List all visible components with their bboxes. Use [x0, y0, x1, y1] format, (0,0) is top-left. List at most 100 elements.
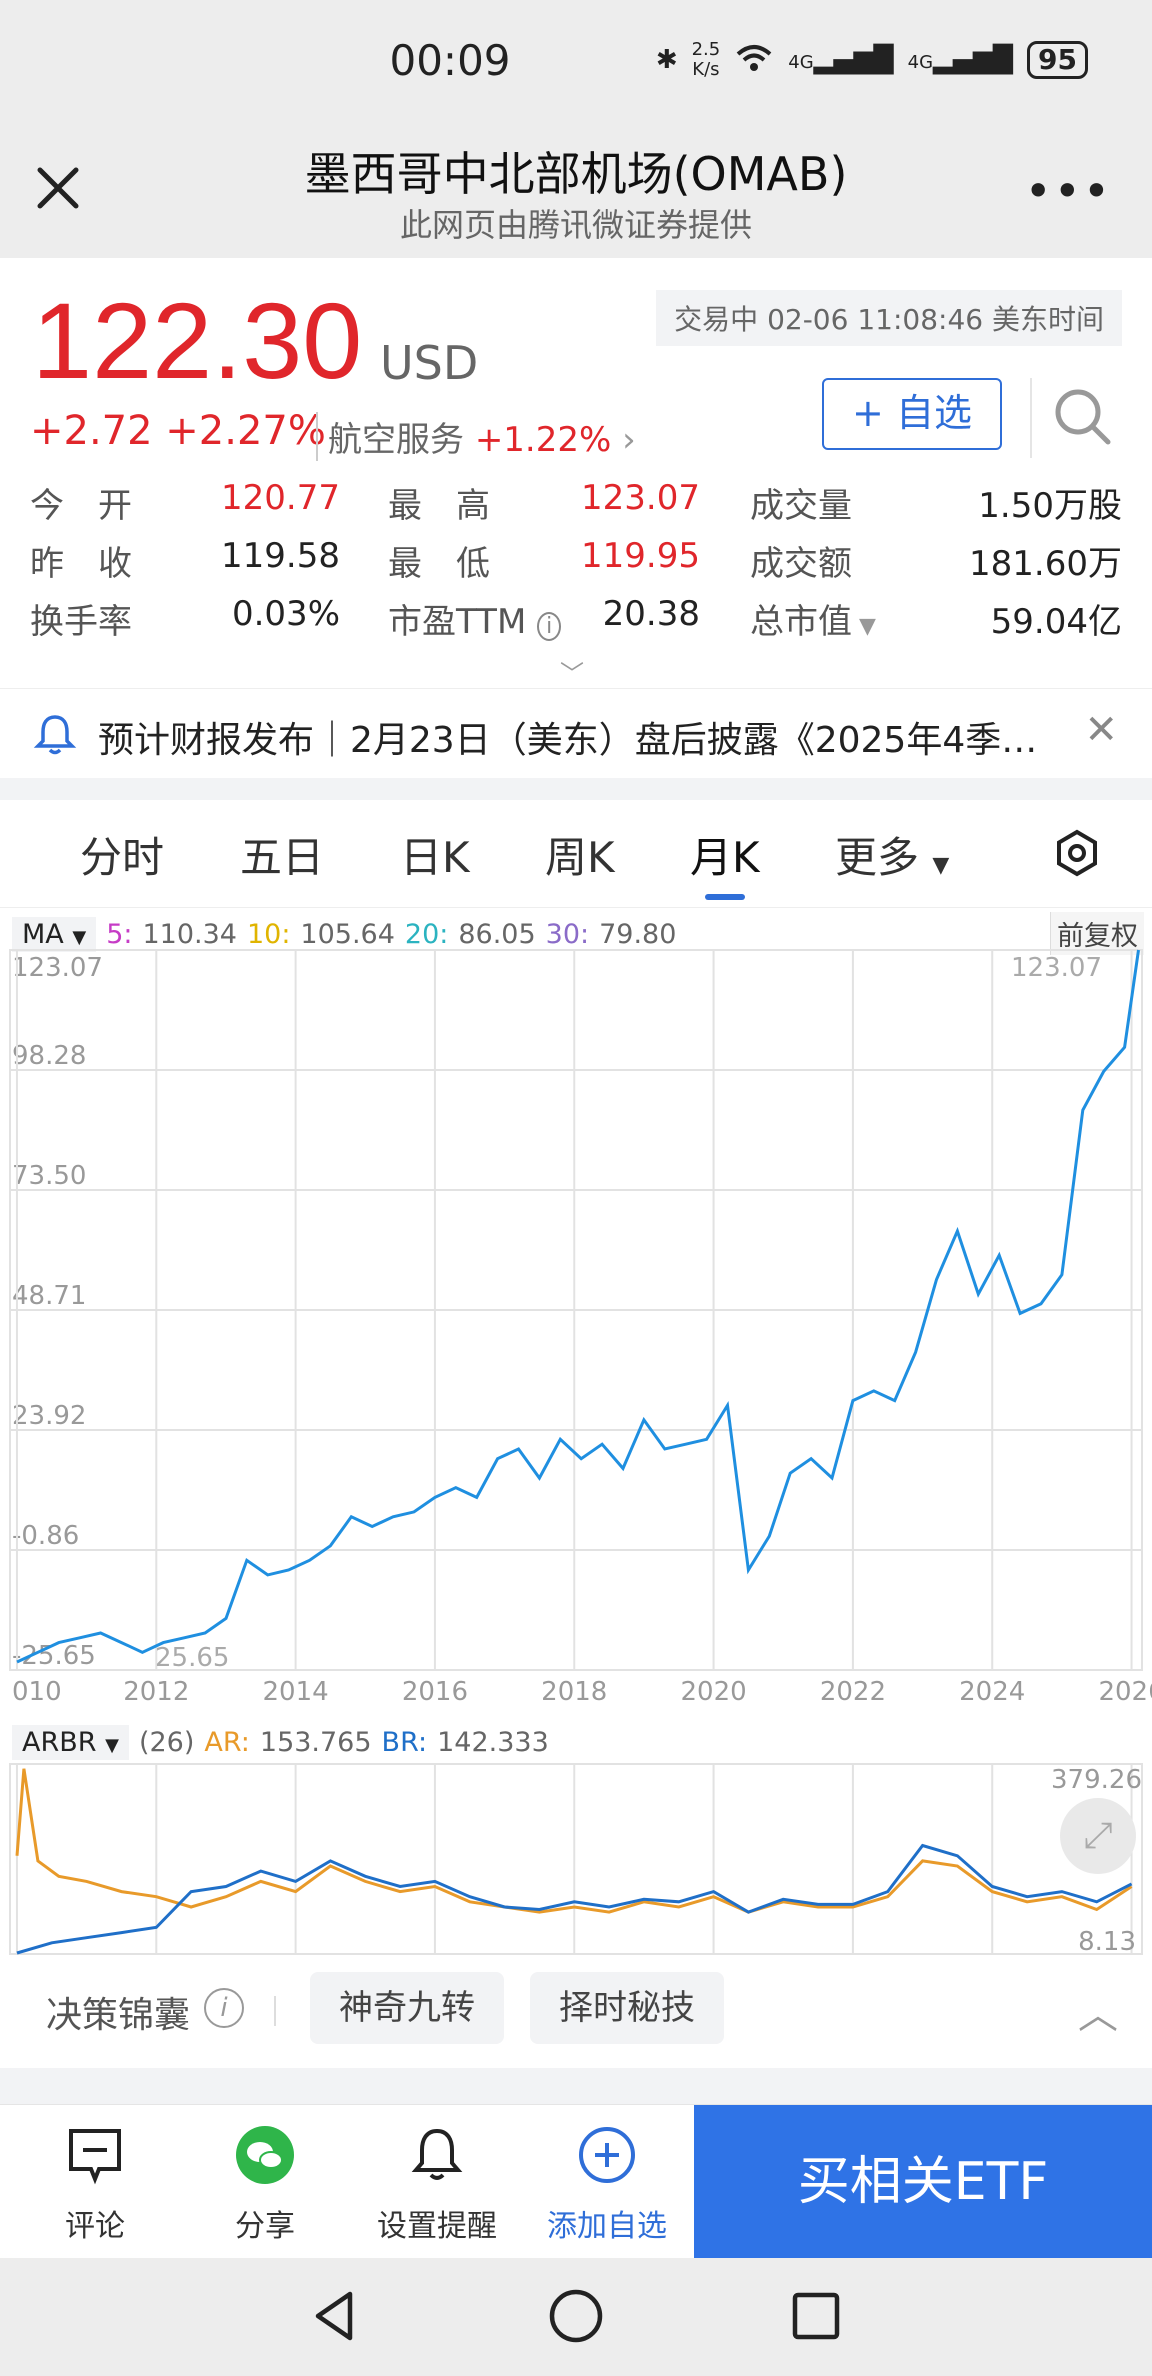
- caret-down-icon: ▼: [932, 853, 950, 878]
- br-value: 142.333: [437, 1726, 549, 1758]
- stat-label[interactable]: 总市值 ▼: [750, 594, 876, 643]
- ma-select-label: MA: [22, 918, 64, 950]
- more-options-icon[interactable]: •••: [1024, 164, 1112, 218]
- settings-icon[interactable]: [1052, 828, 1102, 878]
- earnings-notice[interactable]: 预计财报发布｜2月23日（美东）盘后披露《2025年4季… ✕: [0, 688, 1152, 778]
- y-tick-label: 8.13: [1078, 1927, 1136, 1957]
- arbr-chart: 379.26 8.13: [9, 1763, 1143, 1957]
- tab-intraday[interactable]: 分时: [80, 833, 165, 882]
- stat-label: 最 高: [388, 486, 490, 526]
- info-icon[interactable]: i: [537, 612, 562, 641]
- ar-value: 153.765: [259, 1726, 372, 1758]
- ar-key: AR:: [204, 1726, 250, 1758]
- indicator-select[interactable]: ARBR ▼: [12, 1724, 129, 1760]
- x-tick-label: 2012: [123, 1677, 189, 1707]
- comment-label: 评论: [65, 2209, 125, 2244]
- sector-name: 航空服务: [328, 420, 464, 460]
- x-tick-label: 2026: [1098, 1677, 1152, 1707]
- comment-icon: [69, 2129, 121, 2185]
- stat-value: 181.60万: [969, 544, 1122, 584]
- status-time: 00:09: [389, 36, 511, 85]
- home-icon[interactable]: [546, 2286, 606, 2346]
- stat-value: 20.38: [602, 594, 700, 634]
- search-icon: [1055, 389, 1111, 445]
- close-icon[interactable]: ✕: [1084, 707, 1118, 753]
- stats-grid: 今 开 120.77 最 高 123.07 成交量 1.50万股 昨 收 119…: [30, 478, 1122, 652]
- net-speed-value: 2.5: [691, 39, 721, 60]
- stat-label: 市盈TTM i: [388, 594, 562, 643]
- add-watchlist-button[interactable]: + 自选: [822, 378, 1002, 450]
- share-button[interactable]: 分享: [180, 2125, 350, 2245]
- ma10-value: 105.64: [300, 918, 395, 950]
- y-tick-label: 98.28: [12, 1041, 86, 1071]
- y-tick-label: 73.50: [12, 1161, 86, 1191]
- current-price: 122.30: [32, 280, 363, 401]
- stat-label: 成交额: [750, 544, 852, 584]
- period-tabs: 分时 五日 日K 周K 月K 更多 ▼: [0, 800, 1152, 908]
- chip-timing-tips[interactable]: 择时秘技: [530, 1972, 724, 2044]
- stat-value: 119.95: [581, 536, 700, 576]
- price-chart: 123.0798.2873.5048.7123.92-0.86-25.65010…: [9, 949, 1152, 1707]
- ma30-value: 79.80: [599, 918, 677, 950]
- x-tick-label: 2024: [959, 1677, 1025, 1707]
- system-nav-bar: [0, 2258, 1152, 2376]
- wifi-icon: [734, 42, 774, 79]
- ma20-value: 86.05: [458, 918, 536, 950]
- add-watchlist-toolbar-button[interactable]: 添加自选: [522, 2125, 692, 2245]
- sector-change: +1.22%: [474, 420, 612, 460]
- back-icon[interactable]: [306, 2286, 366, 2346]
- bell-icon: [411, 2128, 463, 2180]
- net-speed: 2.5 K/s: [692, 40, 721, 80]
- caret-down-icon: ▼: [105, 1734, 119, 1756]
- stat-label: 昨 收: [30, 544, 132, 584]
- ma-select[interactable]: MA ▼: [12, 916, 97, 952]
- close-button[interactable]: [30, 160, 86, 216]
- max-price-label: 123.07: [1011, 953, 1102, 983]
- sector-link[interactable]: 航空服务 +1.22% ›: [316, 412, 636, 461]
- stat-value: 59.04亿: [990, 602, 1122, 642]
- ma20-key: 20:: [404, 918, 449, 950]
- caret-down-icon: ▼: [72, 926, 87, 948]
- currency: USD: [380, 336, 479, 390]
- set-alert-button[interactable]: 设置提醒: [352, 2125, 522, 2245]
- alert-label: 设置提醒: [377, 2209, 497, 2244]
- tab-five-day[interactable]: 五日: [240, 833, 325, 882]
- divider: [0, 778, 1152, 800]
- chart-area[interactable]: MA ▼ 5: 110.34 10: 105.64 20: 86.05 30: 79.8…: [0, 908, 1152, 1958]
- wechat-icon: [236, 2126, 294, 2184]
- title-bar: 墨西哥中北部机场(OMAB) 此网页由腾讯微证券提供 •••: [0, 130, 1152, 258]
- chip-nine-turns[interactable]: 神奇九转: [310, 1972, 504, 2044]
- tab-monthly[interactable]: 月K: [690, 833, 760, 882]
- chevron-up-icon[interactable]: ︿: [1078, 1992, 1118, 2038]
- tab-weekly[interactable]: 周K: [545, 833, 615, 882]
- ma5-value: 110.34: [142, 918, 237, 950]
- bluetooth-icon: ✱: [655, 45, 678, 75]
- pe-label: 市盈TTM: [388, 602, 527, 642]
- page-subtitle: 此网页由腾讯微证券提供: [399, 206, 752, 244]
- tab-daily[interactable]: 日K: [400, 833, 470, 882]
- status-bar: 00:09 ✱ 2.5 K/s 4G▂▄▆█ 4G▂▄▆█ 95: [0, 0, 1152, 130]
- close-icon: [37, 167, 79, 209]
- add-watchlist-label: 添加自选: [547, 2209, 667, 2244]
- br-line: [16, 1843, 1133, 1955]
- divider: [274, 1996, 276, 2026]
- active-tab-indicator: [705, 894, 745, 900]
- tab-more[interactable]: 更多 ▼: [835, 824, 949, 885]
- info-icon[interactable]: i: [204, 1988, 244, 2028]
- search-button[interactable]: [1030, 378, 1120, 458]
- fullscreen-button[interactable]: ⤢: [1060, 1798, 1136, 1874]
- buy-etf-button[interactable]: 买相关ETF: [694, 2105, 1152, 2259]
- stat-value: 0.03%: [231, 594, 340, 634]
- recents-icon[interactable]: [786, 2286, 846, 2346]
- market-cap-label: 总市值: [750, 602, 852, 642]
- stat-value: 123.07: [581, 478, 700, 518]
- plot-frame: [9, 1763, 1143, 1955]
- adjust-mode[interactable]: 前复权: [1050, 912, 1144, 955]
- x-tick-label: 2022: [820, 1677, 886, 1707]
- comment-button[interactable]: 评论: [10, 2125, 180, 2245]
- stat-label: 成交量: [750, 486, 852, 526]
- plus-circle-icon: [579, 2127, 635, 2183]
- status-icons: ✱ 2.5 K/s 4G▂▄▆█ 4G▂▄▆█ 95: [656, 40, 1088, 80]
- stats-row: 今 开 120.77 最 高 123.07 成交量 1.50万股: [30, 478, 1122, 536]
- expand-chevron-icon[interactable]: ﹀: [560, 660, 584, 688]
